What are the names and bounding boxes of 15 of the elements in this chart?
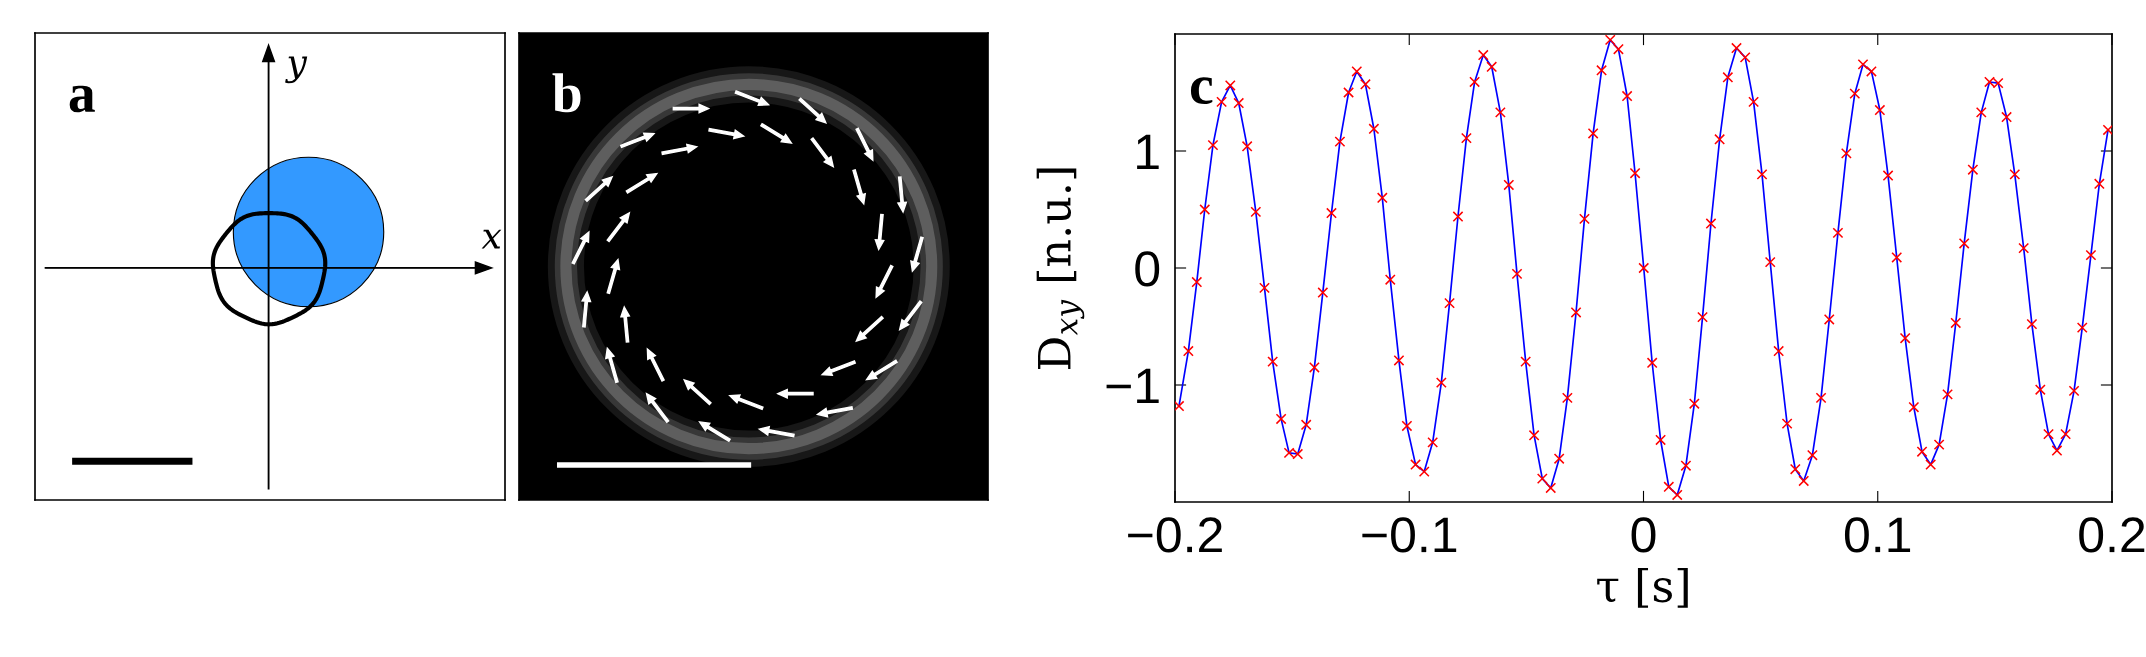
y-axis-title: D$_{xy}$ [n.u.] [1036,168,1085,369]
annotation: c [1190,77,1213,105]
x-tick-label: −0.2 [1128,517,1222,553]
y-tick-label: 1 [1137,134,1159,170]
x-axis-title: τ [s] [1597,568,1688,608]
y-tick-label: −1 [1106,368,1159,404]
x-tick-label: −0.1 [1362,517,1457,553]
text: x [481,229,502,249]
text: b [552,73,581,113]
x-tick-label: 0.1 [1844,517,1911,553]
y-tick-label: 0 [1135,251,1160,287]
x-tick-label: 0 [1631,517,1656,553]
x-tick-label: 0.2 [2079,517,2145,553]
text: y [285,56,308,84]
text: a [69,85,95,113]
